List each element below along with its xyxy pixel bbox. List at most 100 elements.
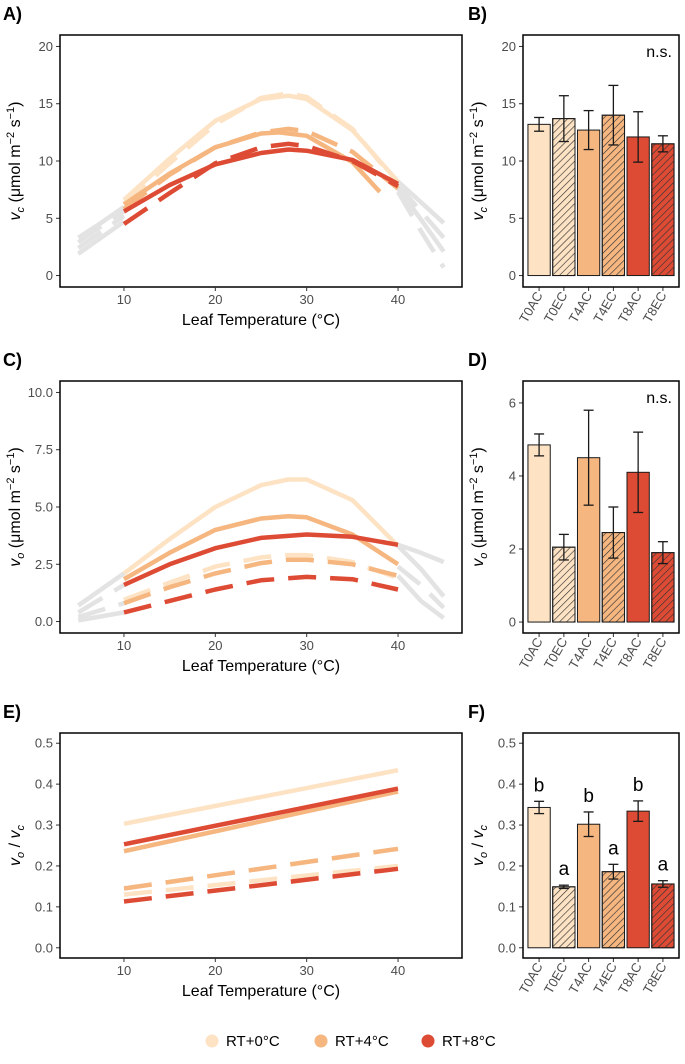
- x-tick-label-T8AC: T8AC: [615, 635, 645, 671]
- x-tick-label: 40: [391, 963, 405, 978]
- x-tick-label-T0EC: T0EC: [541, 960, 571, 996]
- y-axis-label: vo / vc: [7, 825, 27, 866]
- y-tick-label: 5: [46, 211, 53, 226]
- x-tick-label-T4AC: T4AC: [566, 289, 596, 325]
- series-line-rt4-dashed: [123, 846, 399, 891]
- x-tick-label: 20: [208, 292, 222, 307]
- bar-hatch-T0EC: [552, 886, 576, 949]
- series-line-grey-dashed: [77, 582, 126, 615]
- y-tick-label: 0.0: [35, 940, 53, 955]
- y-tick-label: 20: [502, 39, 516, 54]
- series-line-rt4-dashed: [123, 557, 399, 606]
- x-axis-label: Leaf Temperature (°C): [182, 312, 340, 329]
- y-tick-label: 0.1: [35, 899, 53, 914]
- series-line-rt0-dashed: [123, 863, 399, 897]
- x-tick-label: 30: [299, 292, 313, 307]
- series-line-grey-solid: [396, 574, 446, 620]
- series-line-grey-solid: [397, 542, 445, 565]
- significance-letter: a: [608, 838, 619, 859]
- y-axis-label: vc (μmol m−2 s−1): [468, 102, 490, 221]
- x-tick-label-T8AC: T8AC: [615, 289, 645, 325]
- y-tick-label: 6: [509, 395, 516, 410]
- y-tick-label: 10.0: [28, 385, 53, 400]
- x-tick-label-T0AC: T0AC: [516, 635, 546, 671]
- x-tick-label-T8EC: T8EC: [640, 635, 670, 671]
- y-tick-label: 0.5: [35, 736, 53, 751]
- series-line-rt0-dashed: [123, 552, 399, 602]
- series-line-rt8-dashed: [122, 141, 400, 226]
- series-line-rt4-solid: [123, 789, 399, 854]
- y-tick-label: 0.5: [498, 736, 516, 751]
- series-line-grey-dashed: [77, 214, 126, 250]
- bar-hatch-T4EC: [601, 871, 626, 949]
- plot-frame: [522, 34, 680, 288]
- y-tick-label: 20: [39, 39, 53, 54]
- x-tick-label: 40: [391, 292, 405, 307]
- x-tick-label-T0EC: T0EC: [541, 289, 571, 325]
- series-line-grey-solid: [77, 219, 126, 256]
- bar-T4AC: [576, 129, 601, 277]
- panel-c: C) 0.0 2.5 5.0 7.5 10.0 vo (μmol m−2 s−1) 10 20 3…: [3, 350, 463, 675]
- x-tick-label: 20: [208, 963, 222, 978]
- series-line-rt0-solid: [122, 477, 400, 576]
- y-axis-label: vc (μmol m−2 s−1): [5, 102, 27, 221]
- plot-frame: [59, 380, 463, 634]
- y-tick-label: 2: [509, 542, 516, 557]
- bar-T0AC: [527, 123, 551, 277]
- y-tick-label: 10: [39, 154, 53, 169]
- legend: RT+0°C RT+4°C RT+8°C: [205, 1033, 496, 1050]
- series-line-grey-dashed: [77, 601, 125, 620]
- x-tick-label-T0AC: T0AC: [516, 960, 546, 996]
- x-tick-label: 10: [117, 292, 131, 307]
- bar-hatch-T8EC: [651, 883, 675, 949]
- series-line-rt8-solid: [122, 147, 400, 214]
- x-axis-label: Leaf Temperature (°C): [182, 983, 340, 1000]
- bar-T0AC: [527, 806, 551, 949]
- plot-frame: [59, 34, 463, 288]
- series-line-rt8-solid: [123, 786, 399, 847]
- y-tick-label: 0.2: [498, 858, 516, 873]
- series-line-grey-dashed: [396, 183, 446, 240]
- plot-frame: [59, 732, 463, 959]
- y-tick-label: 0.4: [35, 777, 53, 792]
- y-tick-label: 2.5: [35, 557, 53, 572]
- legend-swatch-rt8: [421, 1034, 435, 1048]
- series-line-grey-dashed: [77, 209, 126, 245]
- y-tick-label: 0.1: [498, 899, 516, 914]
- y-tick-label: 7.5: [35, 442, 53, 457]
- bar-hatch-T8EC: [651, 143, 675, 277]
- series-line-grey-solid: [77, 204, 126, 240]
- y-tick-label: 4: [509, 468, 516, 483]
- panel-label: D): [468, 350, 487, 370]
- panel-label: F): [468, 702, 485, 722]
- series-line-rt0-solid: [123, 767, 399, 827]
- y-axis-label: vo / vc: [470, 825, 490, 866]
- x-tick-label-T8EC: T8EC: [640, 960, 670, 996]
- panel-label: E): [3, 702, 21, 722]
- y-tick-label: 0.3: [35, 818, 53, 833]
- series-line-grey-solid: [77, 571, 126, 608]
- series-line-grey-solid: [77, 610, 125, 623]
- y-axis-label: vo (μmol m−2 s−1): [468, 447, 490, 567]
- x-tick-label-T8EC: T8EC: [640, 289, 670, 325]
- series-line-grey-dashed: [396, 190, 446, 269]
- y-tick-label: 5.0: [35, 500, 53, 515]
- x-tick-label-T0EC: T0EC: [541, 635, 571, 671]
- x-tick-label-T4EC: T4EC: [590, 960, 620, 996]
- y-tick-label: 0.0: [498, 940, 516, 955]
- series-line-rt8-dashed: [123, 574, 399, 615]
- series-line-rt4-solid: [122, 513, 400, 582]
- x-tick-label: 10: [117, 638, 131, 653]
- y-tick-label: 5: [509, 211, 516, 226]
- series-line-rt0-solid: [122, 93, 400, 202]
- series-line-rt8-dashed: [123, 866, 399, 904]
- x-tick-label: 20: [208, 638, 222, 653]
- x-tick-label: 30: [299, 638, 313, 653]
- bar-T8AC: [626, 810, 650, 949]
- x-tick-label-T4AC: T4AC: [566, 635, 596, 671]
- significance-letter: a: [658, 855, 669, 876]
- panel-label: A): [3, 4, 22, 24]
- significance-letter: b: [633, 775, 644, 796]
- series-line-grey-solid: [396, 187, 446, 253]
